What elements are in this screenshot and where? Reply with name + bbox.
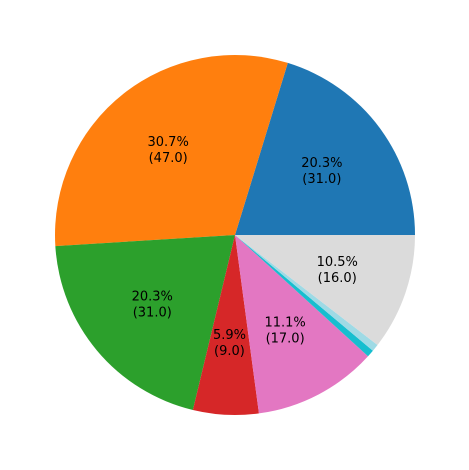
pie-slice-1	[235, 62, 415, 235]
slice-value-label-5: (17.0)	[266, 332, 305, 347]
slice-label-5: 11.1% (17.0)	[264, 316, 305, 347]
pie-slice-7	[235, 235, 378, 351]
pie-slice-5	[235, 235, 369, 414]
slice-value-label-4: (9.0)	[214, 344, 245, 359]
slice-label-2: 30.7% (47.0)	[148, 135, 189, 166]
slice-value-label-8: (16.0)	[318, 271, 357, 286]
pie-slice-8	[235, 235, 415, 345]
slice-value-label-3: (31.0)	[133, 305, 172, 320]
slice-percent-label-2: 30.7%	[148, 135, 189, 150]
slice-value-label-1: (31.0)	[302, 172, 341, 187]
slice-label-8: 10.5% (16.0)	[317, 255, 358, 286]
pie-slice-3	[55, 235, 236, 410]
pie-slice-2	[54, 55, 288, 247]
slice-label-3: 20.3% (31.0)	[132, 289, 173, 320]
slice-percent-label-8: 10.5%	[317, 255, 358, 270]
slice-percent-label-5: 11.1%	[264, 316, 305, 331]
slice-value-label-2: (47.0)	[149, 151, 188, 166]
pie-slice-6	[235, 235, 373, 357]
slice-percent-label-3: 20.3%	[132, 289, 173, 304]
pie-slices	[54, 55, 415, 415]
slice-label-4: 5.9% (9.0)	[213, 328, 246, 359]
slice-percent-label-1: 20.3%	[301, 156, 342, 171]
pie-labels: 20.3% (31.0)30.7% (47.0)20.3% (31.0)5.9% (9.…	[132, 135, 358, 359]
slice-label-1: 20.3% (31.0)	[301, 156, 342, 187]
pie-slice-4	[192, 235, 259, 415]
slice-percent-label-4: 5.9%	[213, 328, 246, 343]
